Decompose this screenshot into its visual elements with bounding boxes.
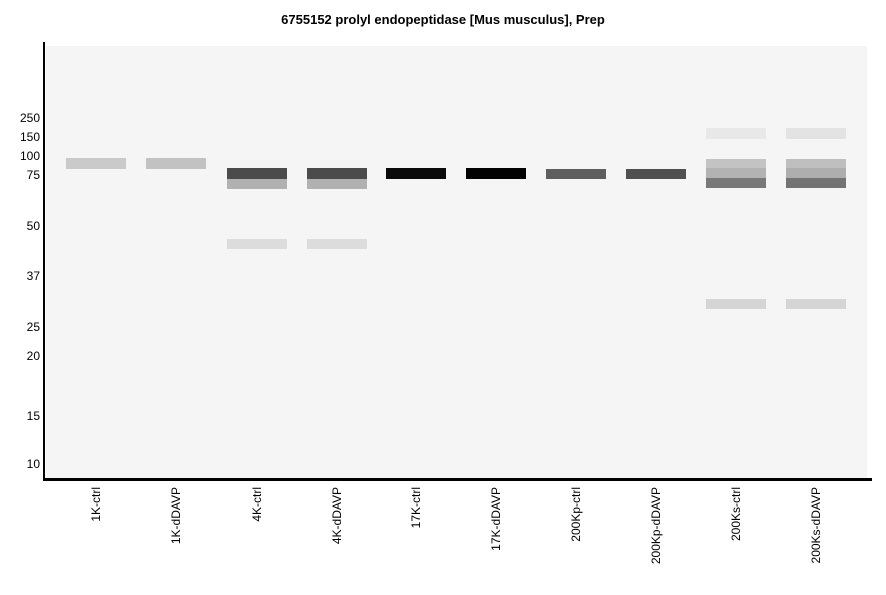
mw-marker-label: 250 [19,111,40,125]
gel-band [386,168,446,179]
gel-band [546,169,606,179]
lane-label: 17K-dDAVP [489,487,503,551]
gel-band [786,178,846,188]
lane-label: 200Ks-dDAVP [809,487,823,564]
gel-band [706,159,766,168]
lane-label: 1K-ctrl [89,487,103,522]
mw-marker-label: 37 [26,269,40,283]
lane-label: 4K-ctrl [250,487,264,522]
lane-label: 17K-ctrl [409,487,423,529]
mw-marker-label: 100 [19,149,40,163]
mw-marker-label: 50 [26,219,40,233]
lane-label: 4K-dDAVP [330,487,344,545]
gel-band [227,179,287,189]
mw-marker-label: 10 [26,457,40,471]
mw-marker-label: 150 [19,130,40,144]
gel-band [307,168,367,179]
gel-band [706,299,766,309]
mw-marker-label: 15 [26,409,40,423]
gel-band [786,128,846,139]
gel-band [706,168,766,178]
y-axis-line [43,42,45,481]
gel-band [466,168,526,179]
lane-label: 200Ks-ctrl [729,487,743,542]
plot-area [46,46,867,478]
x-axis-line [43,478,872,481]
mw-marker-label: 25 [26,320,40,334]
gel-band [66,158,126,169]
gel-band [626,169,686,179]
mw-marker-label: 75 [26,168,40,182]
gel-band [146,158,206,169]
gel-band [307,239,367,249]
gel-band [706,178,766,188]
gel-band [227,239,287,249]
gel-band [786,299,846,309]
gel-band [706,128,766,139]
chart-title: 6755152 prolyl endopeptidase [Mus muscul… [281,12,605,27]
gel-band [786,159,846,168]
gel-band [307,179,367,189]
lane-label: 200Kp-ctrl [569,487,583,542]
lane-label: 1K-dDAVP [169,487,183,545]
gel-band [786,168,846,178]
gel-band [227,168,287,179]
mw-marker-label: 20 [26,349,40,363]
lane-label: 200Kp-dDAVP [649,487,663,565]
